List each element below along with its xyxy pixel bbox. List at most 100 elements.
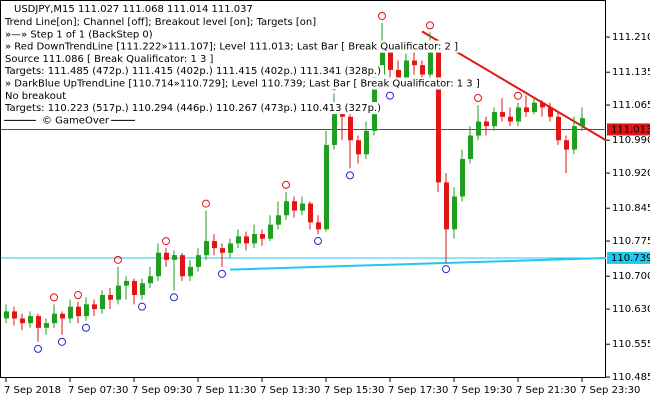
y-tick-label: 110.555 — [612, 339, 650, 350]
trend-line — [229, 256, 607, 271]
candle-body — [460, 158, 465, 197]
candle-body — [468, 135, 473, 159]
high-fractal — [514, 91, 522, 100]
y-tick-label: 110.845 — [612, 203, 650, 214]
candle-body — [332, 107, 337, 145]
high-fractal — [74, 291, 82, 300]
candle-body — [260, 234, 265, 239]
level-label: 111.013 — [611, 124, 650, 135]
candle-body — [308, 203, 313, 223]
candle-body — [124, 280, 129, 286]
high-fractal — [282, 180, 290, 189]
y-tick-label: 110.920 — [612, 168, 650, 179]
annotation-bg — [4, 102, 385, 115]
candle-body — [356, 140, 361, 155]
y-tick-label: 110.485 — [612, 372, 650, 383]
candle-body — [148, 276, 153, 284]
candle-body — [156, 252, 161, 277]
high-fractal — [114, 255, 122, 264]
candle-body — [100, 294, 105, 310]
low-fractal — [34, 344, 42, 353]
candle-body — [164, 252, 169, 260]
candle-body — [580, 118, 585, 127]
y-tick-label: 111.065 — [612, 100, 650, 111]
candle-body — [108, 294, 113, 300]
annotation-bg — [40, 114, 112, 127]
low-fractal — [442, 265, 450, 274]
candle-body — [44, 323, 49, 328]
annotation-bg — [4, 52, 217, 65]
low-fractal — [218, 269, 226, 278]
candle-body — [452, 196, 457, 230]
low-fractal — [82, 323, 90, 332]
chart-title: USDJPY,M15 111.027 111.068 111.014 111.0… — [14, 4, 253, 15]
candle-body — [436, 41, 441, 183]
candle-body — [412, 60, 417, 66]
candle-body — [212, 241, 217, 249]
annotation: » Red DownTrendLine [111.222»111.107]; L… — [5, 42, 458, 53]
candle-body — [548, 107, 553, 117]
candle-body — [132, 280, 137, 295]
candle-body — [84, 304, 89, 317]
x-tick-label: 7 Sep 07:30 — [68, 385, 128, 396]
candle-body — [244, 236, 249, 244]
x-tick-label: 7 Sep 09:30 — [132, 385, 192, 396]
candle-body — [52, 313, 57, 324]
candle-body — [380, 51, 385, 75]
y-tick-label: 111.210 — [612, 32, 650, 43]
candle-body — [68, 306, 73, 319]
x-tick-label: 7 Sep 19:30 — [452, 385, 512, 396]
annotation-bg — [4, 40, 461, 53]
candle-body — [444, 182, 449, 230]
candle-body — [252, 234, 257, 244]
candle-body — [404, 60, 409, 80]
high-fractal — [378, 11, 386, 20]
candle-body — [196, 255, 201, 267]
candle-body — [188, 266, 193, 277]
candle-body — [268, 224, 273, 239]
candle-body — [420, 65, 425, 75]
annotation-bg — [4, 89, 70, 102]
y-tick-label: 110.700 — [612, 271, 650, 282]
candle-body — [388, 51, 393, 70]
candle-body — [484, 121, 489, 127]
candle-body — [500, 112, 505, 117]
level-label-box — [607, 123, 650, 136]
y-tick-label: 111.135 — [612, 67, 650, 78]
candle-body — [204, 241, 209, 256]
candle-body — [364, 130, 369, 155]
candle-body — [4, 311, 9, 319]
candle-body — [60, 313, 65, 319]
annotation: No breakout — [5, 91, 66, 102]
low-fractal — [138, 302, 146, 311]
candle-body — [556, 116, 561, 141]
annotation-bg — [4, 65, 385, 78]
candle-body — [76, 306, 81, 317]
candle-body — [524, 107, 529, 113]
candle-body — [92, 304, 97, 310]
x-tick-label: 7 Sep 23:30 — [580, 385, 640, 396]
annotation: Source 111.086 [ Break Qualificator: 1 3… — [5, 54, 214, 65]
y-tick-label: 110.990 — [612, 135, 650, 146]
y-tick-label: 110.775 — [612, 236, 650, 247]
annotation-bg — [4, 28, 156, 41]
x-tick-label: 7 Sep 13:30 — [260, 385, 320, 396]
candle-body — [348, 116, 353, 141]
annotation: Trend Line[on]; Channel [off]; Breakout … — [4, 17, 316, 28]
low-fractal — [58, 337, 66, 346]
candle-body — [396, 69, 401, 80]
annotation: »—» Step 1 of 1 (BackStep 0) — [5, 29, 153, 40]
candle-body — [140, 283, 145, 295]
candle-body — [540, 102, 545, 108]
level-label-box — [607, 251, 650, 264]
low-fractal — [170, 293, 178, 302]
annotation: © GameOver — [42, 115, 110, 126]
x-tick-label: 7 Sep 11:30 — [196, 385, 256, 396]
candle-body — [324, 144, 329, 230]
level-label: 110.739 — [611, 253, 650, 264]
x-tick-label: 7 Sep 2018 — [4, 385, 61, 396]
candle-body — [284, 201, 289, 216]
candle-body — [36, 316, 41, 328]
candle-body — [228, 243, 233, 253]
